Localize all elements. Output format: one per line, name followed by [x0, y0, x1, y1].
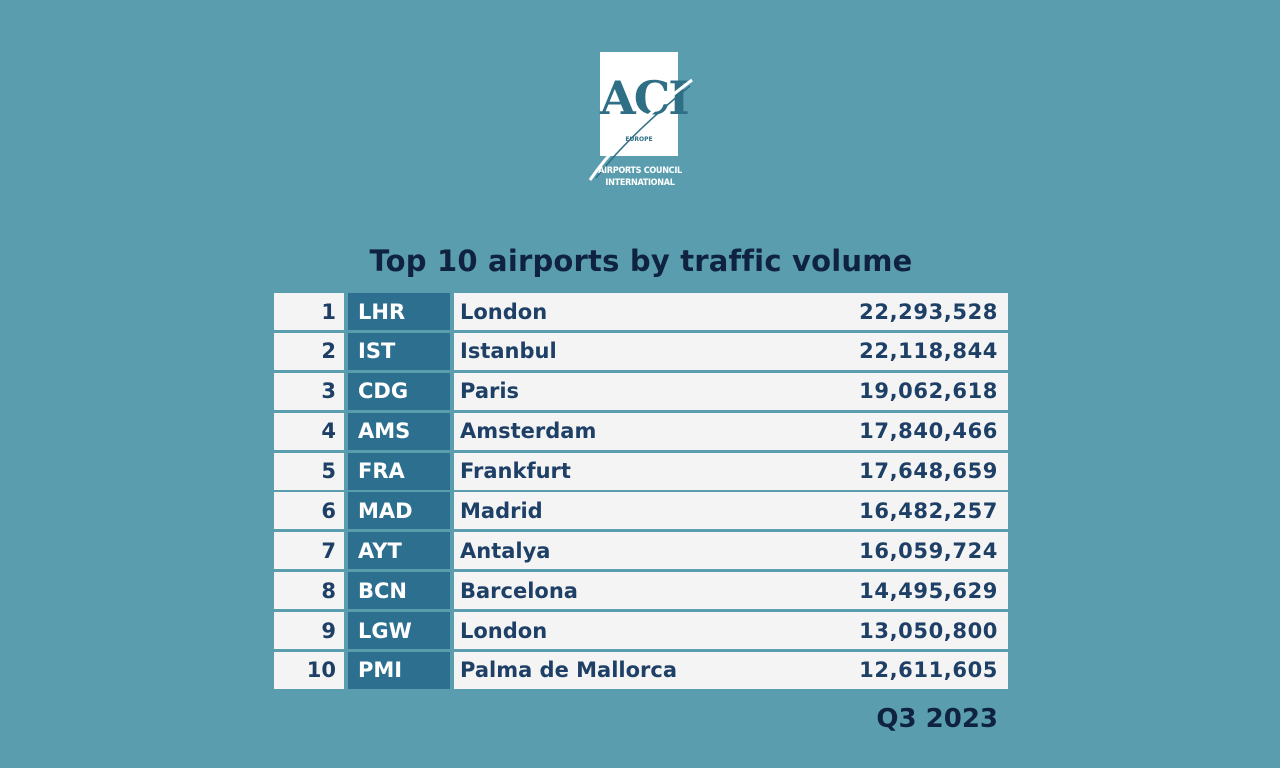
swoosh-icon — [588, 78, 693, 181]
city-cell: London — [454, 293, 778, 330]
table-row: 2 IST Istanbul 22,118,844 — [274, 332, 1008, 370]
logo-tag: EUROPE — [625, 136, 653, 143]
rank-cell: 8 — [274, 572, 344, 610]
logo-box — [600, 52, 678, 156]
airport-code-cell: AYT — [348, 532, 450, 570]
airport-code-cell: MAD — [348, 492, 450, 530]
airport-code-cell: LGW — [348, 612, 450, 649]
rank-cell: 9 — [274, 612, 344, 649]
rank-cell: 3 — [274, 372, 344, 410]
passengers-cell: 22,118,844 — [778, 332, 1008, 370]
airport-table: 1 LHR London 22,293,528 2 IST Istanbul 22,118,8… — [274, 293, 1008, 689]
table-row: 3 CDG Paris 19,062,618 — [274, 372, 1008, 410]
logo-caption: AIRPORTS COUNCIL INTERNATIONAL — [586, 165, 694, 189]
rank-cell: 10 — [274, 651, 344, 689]
rank-cell: 6 — [274, 492, 344, 530]
passengers-cell: 22,293,528 — [778, 293, 1008, 330]
passengers-cell: 16,059,724 — [778, 532, 1008, 570]
passengers-cell: 17,840,466 — [778, 412, 1008, 450]
period-label: Q3 2023 — [876, 704, 998, 734]
rank-cell: 4 — [274, 412, 344, 450]
city-cell: Amsterdam — [454, 412, 778, 450]
city-cell: Istanbul — [454, 332, 778, 370]
rank-cell: 2 — [274, 332, 344, 370]
airport-code-cell: PMI — [348, 651, 450, 689]
passengers-cell: 17,648,659 — [778, 452, 1008, 490]
table-row: 8 BCN Barcelona 14,495,629 — [274, 572, 1008, 610]
city-cell: Palma de Mallorca — [454, 651, 778, 689]
table-row: 5 FRA Frankfurt 17,648,659 — [274, 452, 1008, 490]
rank-cell: 1 — [274, 293, 344, 330]
airport-code-cell: IST — [348, 332, 450, 370]
table-row: 9 LGW London 13,050,800 — [274, 612, 1008, 649]
table-row: 7 AYT Antalya 16,059,724 — [274, 532, 1008, 570]
airport-code-cell: BCN — [348, 572, 450, 610]
rank-cell: 5 — [274, 452, 344, 490]
city-cell: Barcelona — [454, 572, 778, 610]
airport-code-cell: AMS — [348, 412, 450, 450]
passengers-cell: 13,050,800 — [778, 612, 1008, 649]
logo-caption-line1: AIRPORTS COUNCIL — [598, 166, 682, 176]
table-row: 4 AMS Amsterdam 17,840,466 — [274, 412, 1008, 450]
airport-code-cell: CDG — [348, 372, 450, 410]
rank-cell: 7 — [274, 532, 344, 570]
city-cell: Antalya — [454, 532, 778, 570]
table-row: 1 LHR London 22,293,528 — [274, 293, 1008, 330]
airport-code-cell: LHR — [348, 293, 450, 330]
passengers-cell: 14,495,629 — [778, 572, 1008, 610]
city-cell: Madrid — [454, 492, 778, 530]
city-cell: Frankfurt — [454, 452, 778, 490]
chart-title: Top 10 airports by traffic volume — [369, 244, 913, 278]
logo-caption-line2: INTERNATIONAL — [605, 178, 675, 188]
passengers-cell: 16,482,257 — [778, 492, 1008, 530]
airport-code-cell: FRA — [348, 452, 450, 490]
city-cell: London — [454, 612, 778, 649]
table-row: 10 PMI Palma de Mallorca 12,611,605 — [274, 651, 1008, 689]
aci-logo: ACI EUROPE AIRPORTS COUNCIL INTERNATIONA… — [586, 52, 694, 198]
passengers-cell: 19,062,618 — [778, 372, 1008, 410]
city-cell: Paris — [454, 372, 778, 410]
table-row: 6 MAD Madrid 16,482,257 — [274, 492, 1008, 530]
passengers-cell: 12,611,605 — [778, 651, 1008, 689]
